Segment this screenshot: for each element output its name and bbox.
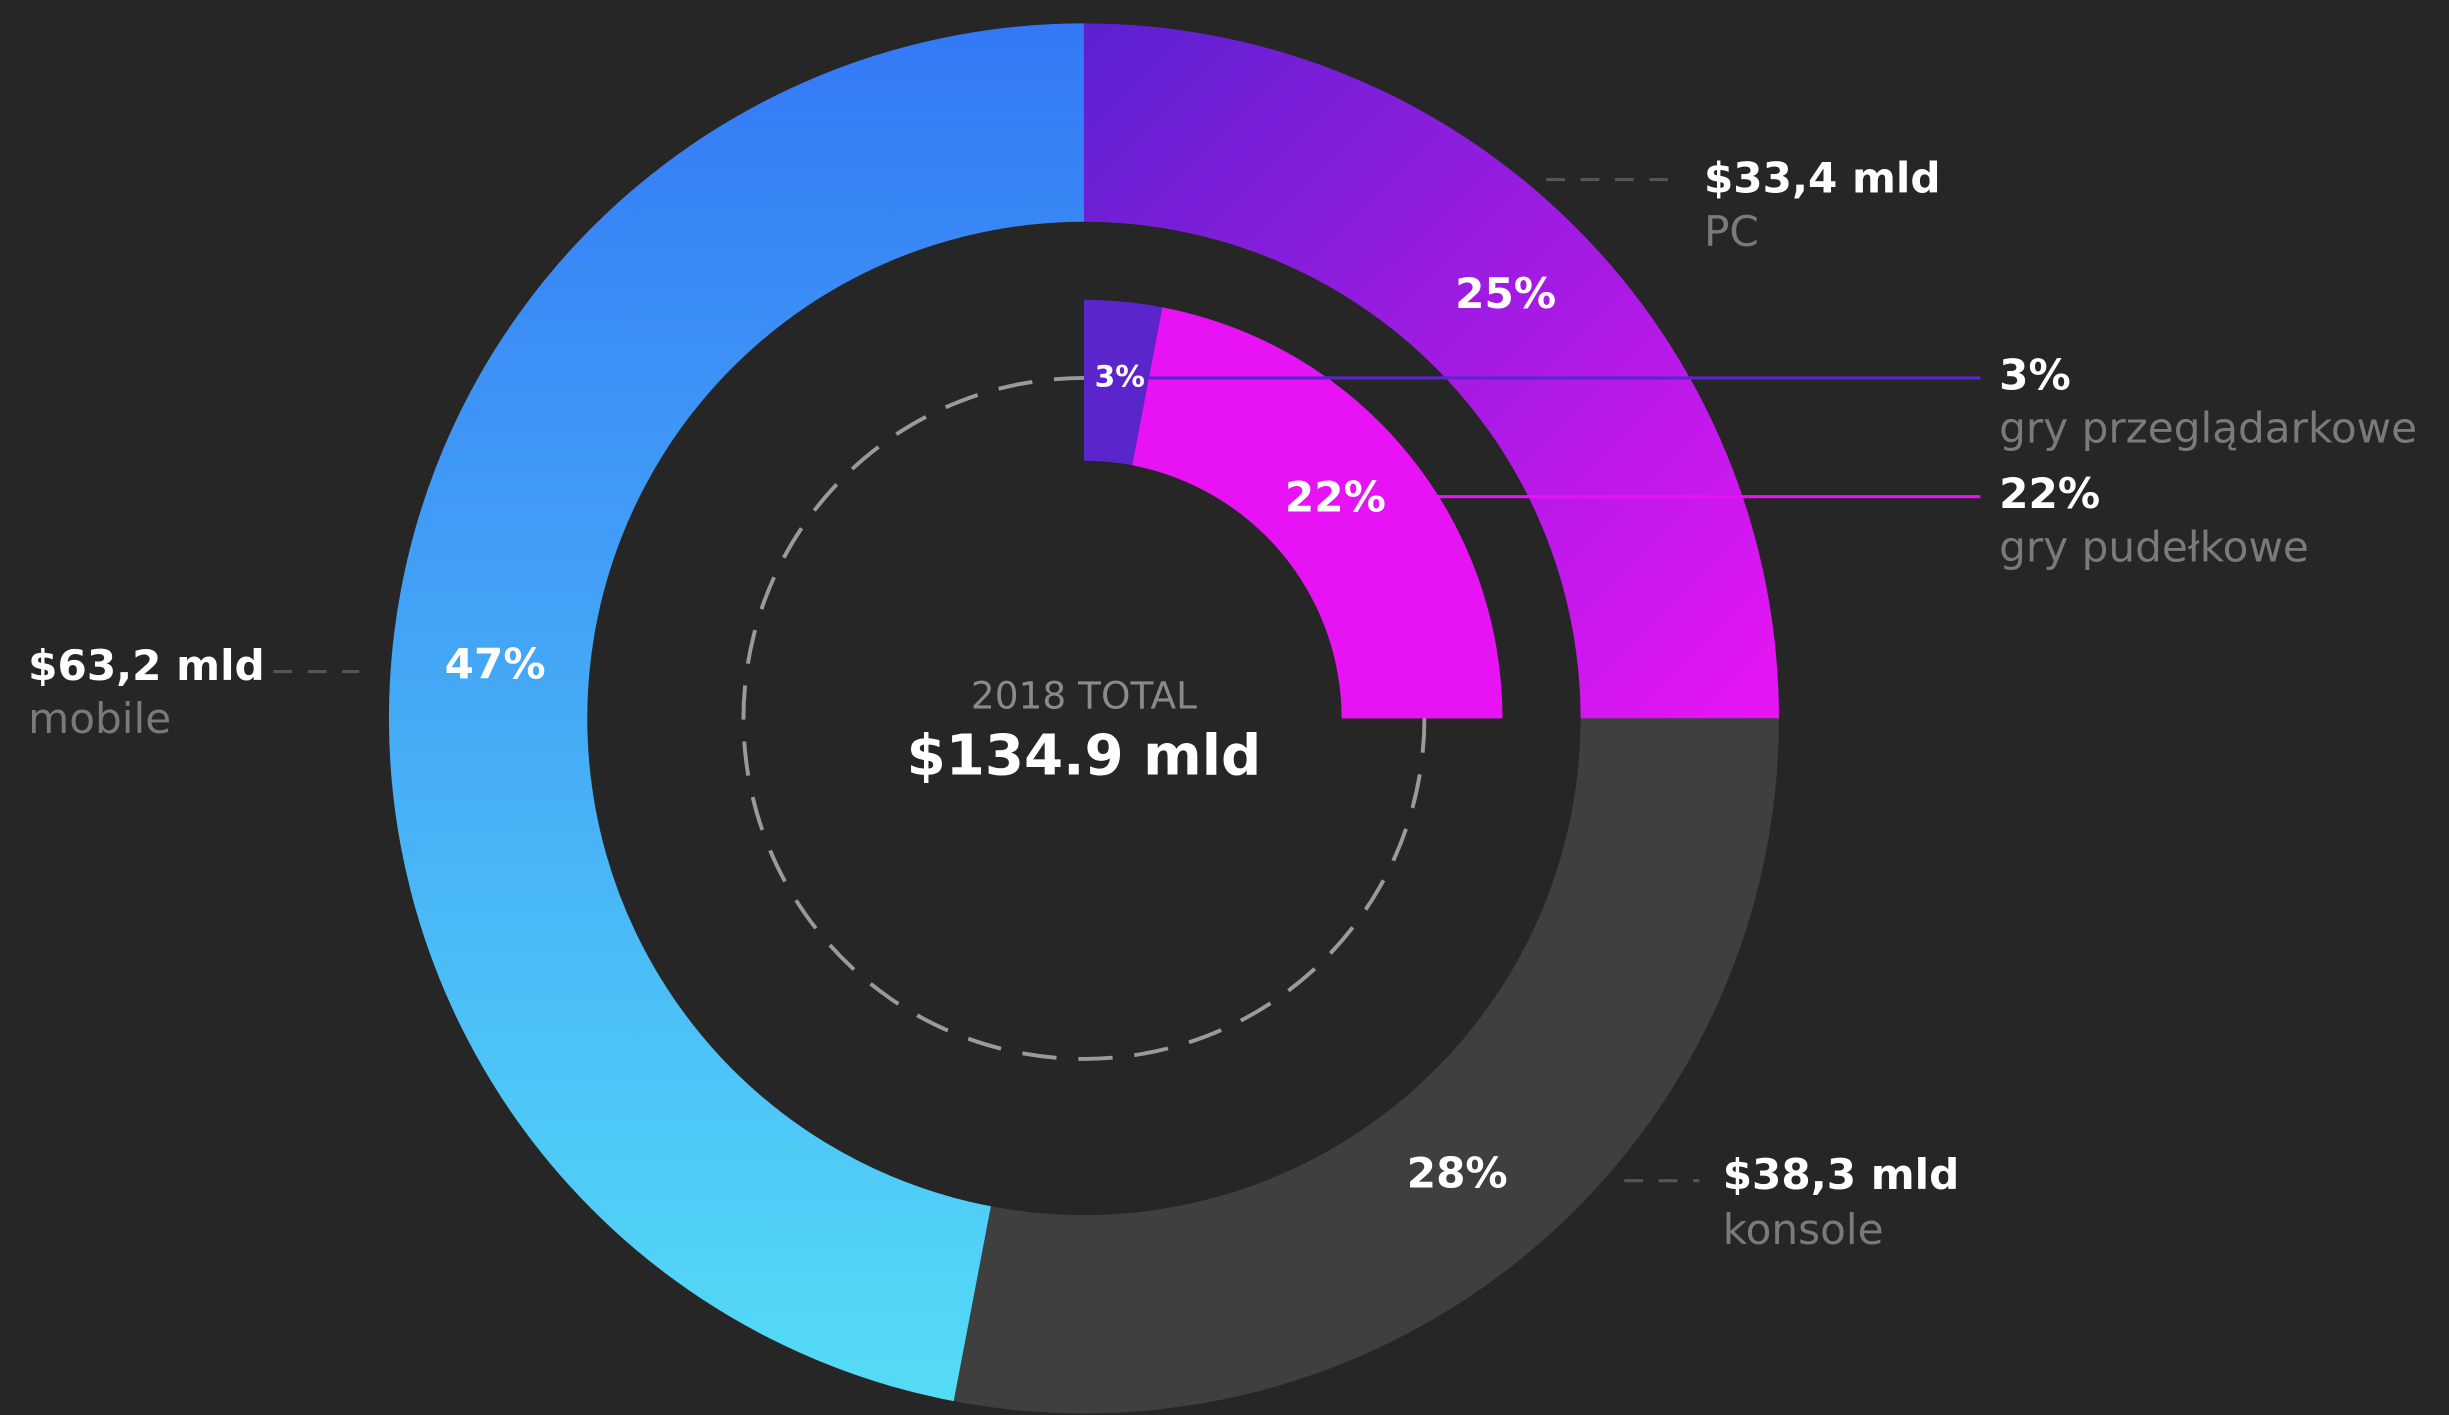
legend-name: gry przeglądarkowe: [1999, 404, 2417, 453]
outer-slice: [388, 23, 1084, 1402]
amount-label: $33,4 mld: [1704, 154, 1941, 203]
amount-label: $38,3 mld: [1723, 1150, 1960, 1199]
percent-label: 3%: [1095, 358, 1145, 393]
percent-label: 25%: [1455, 269, 1556, 318]
outer-slice: [1083, 23, 1779, 719]
category-label: konsole: [1723, 1205, 1884, 1254]
category-label: mobile: [28, 694, 171, 743]
inner-slice: [1132, 307, 1503, 719]
amount-label: $63,2 mld: [28, 641, 265, 690]
percent-label: 47%: [445, 639, 546, 688]
percent-label: 22%: [1285, 472, 1386, 521]
inner-slice: [1083, 299, 1163, 466]
center-label: 2018 TOTAL: [971, 674, 1197, 718]
center-value: $134.9 mld: [907, 724, 1262, 789]
category-label: PC: [1704, 207, 1759, 256]
legend-percent: 3%: [1999, 350, 2071, 399]
legend-name: gry pudełkowe: [1999, 522, 2309, 571]
percent-label: 28%: [1407, 1149, 1508, 1198]
outer-slice: [953, 718, 1779, 1414]
legend-percent: 22%: [1999, 469, 2100, 518]
